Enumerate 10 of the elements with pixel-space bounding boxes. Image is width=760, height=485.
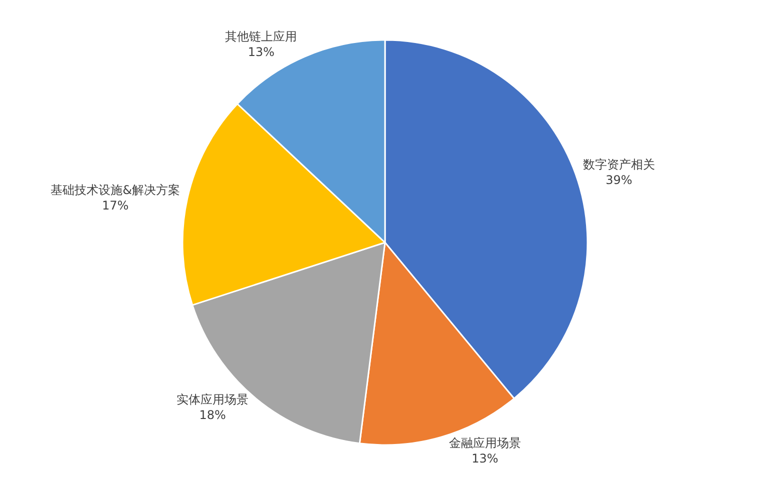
data-label: 13% [248, 44, 275, 59]
slice-label: 实体应用场景 [176, 392, 249, 407]
slice-label: 数字资产相关 [582, 157, 655, 172]
slice-label: 其他链上应用 [225, 29, 298, 44]
data-label: 17% [102, 198, 129, 212]
data-label: 13% [472, 451, 498, 466]
data-label: 18% [199, 408, 226, 422]
slice-label: 金融应用场景 [448, 436, 521, 450]
data-label: 39% [606, 173, 632, 188]
slice-label: 基础技术设施&解决方案 [50, 182, 180, 197]
